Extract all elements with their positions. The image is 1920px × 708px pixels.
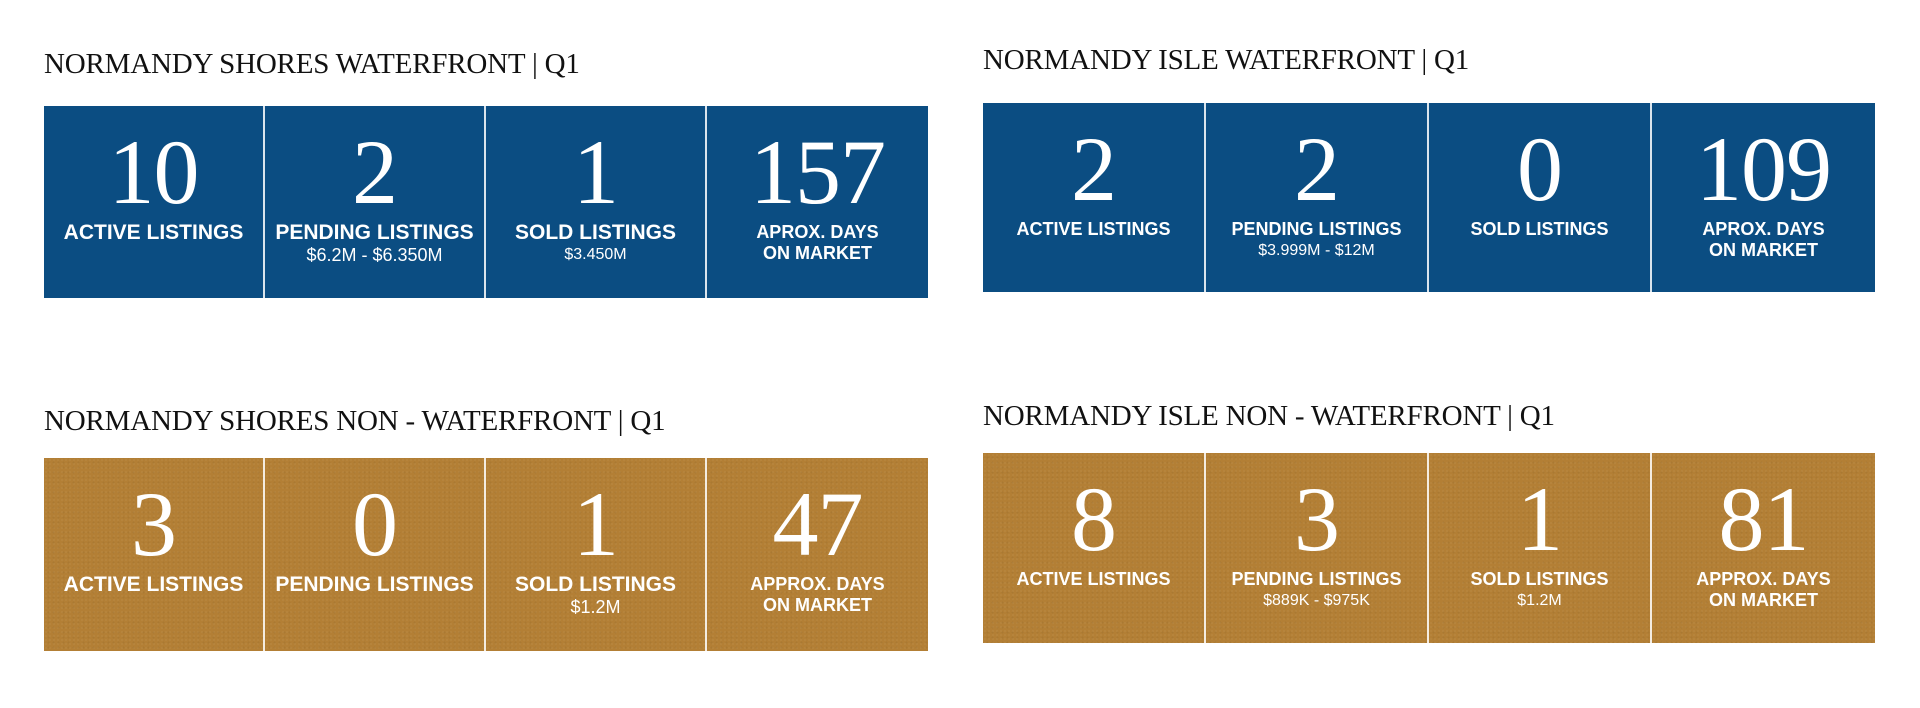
stat-pending-listings: 0 PENDING LISTINGS (265, 458, 486, 651)
stat-price-range: $6.2M - $6.350M (306, 245, 443, 265)
stat-days-on-market: 81 APPROX. DAYS ON MARKET (1652, 453, 1875, 643)
stat-days-on-market: 109 APROX. DAYS ON MARKET (1652, 103, 1875, 292)
stat-label: PENDING LISTINGS (1231, 569, 1402, 589)
stat-number: 2 (1294, 118, 1340, 220)
section-title: NORMANDY SHORES WATERFRONT | Q1 (44, 48, 580, 80)
stat-pending-listings: 2 PENDING LISTINGS $3.999M - $12M (1206, 103, 1429, 292)
stat-number: 3 (131, 473, 177, 575)
stat-number: 81 (1718, 468, 1810, 570)
section-title: NORMANDY ISLE WATERFRONT | Q1 (983, 44, 1470, 76)
section-shores-non-waterfront: NORMANDY SHORES NON - WATERFRONT | Q1 3 … (44, 405, 928, 653)
stats-row: 10 ACTIVE LISTINGS 2 PENDING LISTINGS $6… (44, 106, 928, 298)
stat-active-listings: 10 ACTIVE LISTINGS (44, 106, 265, 298)
stats-row: 2 ACTIVE LISTINGS 2 PENDING LISTINGS $3.… (983, 103, 1875, 292)
stat-pending-listings: 2 PENDING LISTINGS $6.2M - $6.350M (265, 106, 486, 298)
stat-label: APROX. DAYS ON MARKET (756, 222, 879, 263)
stat-label: ACTIVE LISTINGS (63, 573, 244, 596)
stat-price: $3.450M (564, 246, 627, 263)
stats-row: 8 ACTIVE LISTINGS 3 PENDING LISTINGS $88… (983, 453, 1875, 643)
stat-number: 157 (750, 121, 886, 223)
stat-price-range: $889K - $975K (1263, 592, 1370, 609)
stat-label: ACTIVE LISTINGS (1016, 569, 1171, 589)
stat-number: 1 (1517, 468, 1563, 570)
stat-label: APPROX. DAYS ON MARKET (750, 574, 885, 615)
stat-label: SOLD LISTINGS (1470, 219, 1609, 239)
stat-label: SOLD LISTINGS (1470, 569, 1609, 589)
stat-label: ACTIVE LISTINGS (1016, 219, 1171, 239)
stat-sold-listings: 1 SOLD LISTINGS $1.2M (486, 458, 707, 651)
stat-label: APROX. DAYS ON MARKET (1702, 219, 1825, 260)
stat-price: $1.2M (570, 597, 621, 617)
stat-sold-listings: 1 SOLD LISTINGS $3.450M (486, 106, 707, 298)
stat-number: 109 (1696, 118, 1832, 220)
stat-label: SOLD LISTINGS (514, 573, 676, 596)
stat-label: SOLD LISTINGS (514, 221, 676, 244)
stat-number: 47 (772, 473, 864, 575)
stat-sold-listings: 0 SOLD LISTINGS (1429, 103, 1652, 292)
stat-label: ACTIVE LISTINGS (63, 221, 244, 244)
stat-label: APPROX. DAYS ON MARKET (1696, 569, 1831, 610)
stat-active-listings: 8 ACTIVE LISTINGS (983, 453, 1206, 643)
stat-price: $1.2M (1517, 592, 1562, 609)
stat-number: 0 (352, 473, 398, 575)
stat-number: 1 (573, 121, 619, 223)
stat-active-listings: 2 ACTIVE LISTINGS (983, 103, 1206, 292)
stat-days-on-market: 157 APROX. DAYS ON MARKET (707, 106, 928, 298)
stat-number: 1 (573, 473, 619, 575)
stat-number: 3 (1294, 468, 1340, 570)
section-isle-waterfront: NORMANDY ISLE WATERFRONT | Q1 2 ACTIVE L… (983, 44, 1875, 294)
stat-label: PENDING LISTINGS (1231, 219, 1402, 239)
stat-label: PENDING LISTINGS (275, 573, 474, 596)
stat-sold-listings: 1 SOLD LISTINGS $1.2M (1429, 453, 1652, 643)
stat-number: 2 (1071, 118, 1117, 220)
stat-number: 2 (352, 121, 398, 223)
stat-days-on-market: 47 APPROX. DAYS ON MARKET (707, 458, 928, 651)
section-title: NORMANDY ISLE NON - WATERFRONT | Q1 (983, 400, 1555, 432)
section-shores-waterfront: NORMANDY SHORES WATERFRONT | Q1 10 ACTIV… (44, 48, 928, 300)
stat-active-listings: 3 ACTIVE LISTINGS (44, 458, 265, 651)
section-isle-non-waterfront: NORMANDY ISLE NON - WATERFRONT | Q1 8 AC… (983, 400, 1875, 645)
stat-pending-listings: 3 PENDING LISTINGS $889K - $975K (1206, 453, 1429, 643)
stat-number: 8 (1071, 468, 1117, 570)
section-title: NORMANDY SHORES NON - WATERFRONT | Q1 (44, 405, 666, 437)
stat-label: PENDING LISTINGS (275, 221, 474, 244)
stat-number: 10 (108, 121, 200, 223)
stat-number: 0 (1517, 118, 1563, 220)
stats-row: 3 ACTIVE LISTINGS 0 PENDING LISTINGS 1 S… (44, 458, 928, 651)
stat-price-range: $3.999M - $12M (1258, 242, 1375, 259)
